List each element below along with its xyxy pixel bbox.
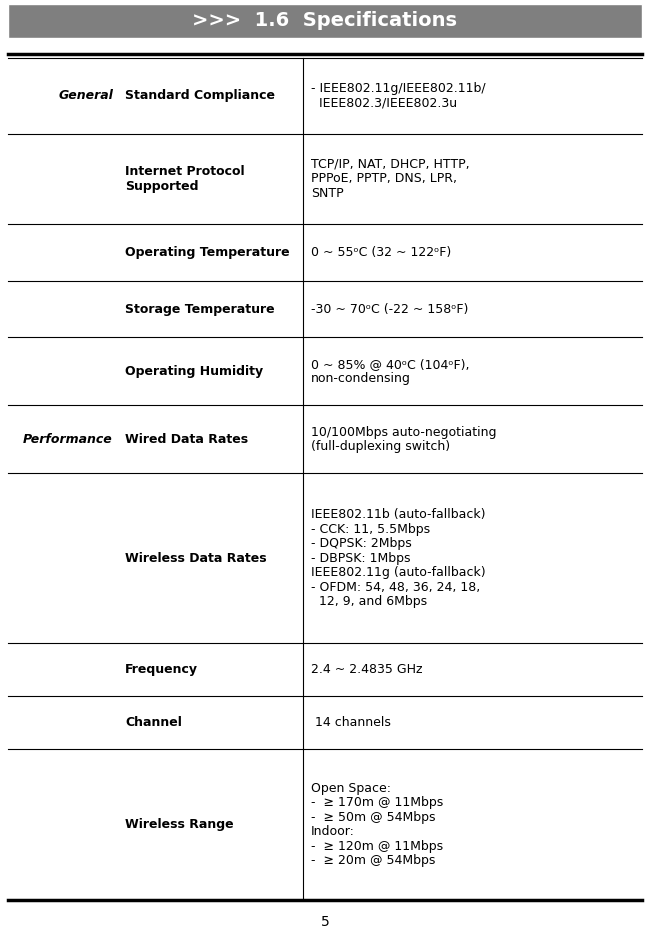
Text: Operating Temperature: Operating Temperature — [125, 246, 290, 258]
Text: Indoor:: Indoor: — [311, 825, 355, 838]
Text: General: General — [58, 89, 113, 102]
Text: -  ≥ 20m @ 54Mbps: - ≥ 20m @ 54Mbps — [311, 854, 436, 868]
Text: -  ≥ 50m @ 54Mbps: - ≥ 50m @ 54Mbps — [311, 810, 436, 823]
Text: Wireless Range: Wireless Range — [125, 818, 233, 831]
Text: Wired Data Rates: Wired Data Rates — [125, 432, 248, 446]
Text: Internet Protocol: Internet Protocol — [125, 165, 244, 178]
Text: Performance: Performance — [23, 432, 113, 446]
Text: 14 channels: 14 channels — [311, 716, 391, 729]
Text: TCP/IP, NAT, DHCP, HTTP,: TCP/IP, NAT, DHCP, HTTP, — [311, 158, 469, 171]
Text: - DBPSK: 1Mbps: - DBPSK: 1Mbps — [311, 552, 410, 565]
Text: IEEE802.3/IEEE802.3u: IEEE802.3/IEEE802.3u — [311, 97, 457, 109]
Text: Standard Compliance: Standard Compliance — [125, 89, 275, 102]
Text: (full-duplexing switch): (full-duplexing switch) — [311, 440, 450, 453]
Text: Storage Temperature: Storage Temperature — [125, 303, 274, 316]
Text: -  ≥ 120m @ 11Mbps: - ≥ 120m @ 11Mbps — [311, 839, 443, 853]
Text: Wireless Data Rates: Wireless Data Rates — [125, 552, 266, 565]
Text: Frequency: Frequency — [125, 664, 198, 676]
Text: 12, 9, and 6Mbps: 12, 9, and 6Mbps — [311, 595, 427, 608]
Text: -30 ~ 70ᵒC (-22 ~ 158ᵒF): -30 ~ 70ᵒC (-22 ~ 158ᵒF) — [311, 303, 468, 316]
Text: 5: 5 — [320, 915, 330, 929]
Bar — [8, 4, 642, 38]
Text: - DQPSK: 2Mbps: - DQPSK: 2Mbps — [311, 538, 411, 550]
Text: IEEE802.11b (auto-fallback): IEEE802.11b (auto-fallback) — [311, 509, 486, 522]
Text: Open Space:: Open Space: — [311, 782, 391, 794]
Text: Channel: Channel — [125, 716, 182, 729]
Text: SNTP: SNTP — [311, 187, 343, 200]
Text: -  ≥ 170m @ 11Mbps: - ≥ 170m @ 11Mbps — [311, 796, 443, 809]
Text: - IEEE802.11g/IEEE802.11b/: - IEEE802.11g/IEEE802.11b/ — [311, 82, 486, 95]
Text: - OFDM: 54, 48, 36, 24, 18,: - OFDM: 54, 48, 36, 24, 18, — [311, 581, 480, 594]
Text: non-condensing: non-condensing — [311, 372, 411, 385]
Text: Supported: Supported — [125, 180, 198, 193]
Text: PPPoE, PPTP, DNS, LPR,: PPPoE, PPTP, DNS, LPR, — [311, 172, 457, 185]
Text: 2.4 ~ 2.4835 GHz: 2.4 ~ 2.4835 GHz — [311, 664, 422, 676]
Text: IEEE802.11g (auto-fallback): IEEE802.11g (auto-fallback) — [311, 566, 486, 579]
Text: 0 ~ 85% @ 40ᵒC (104ᵒF),: 0 ~ 85% @ 40ᵒC (104ᵒF), — [311, 357, 469, 370]
Text: 0 ~ 55ᵒC (32 ~ 122ᵒF): 0 ~ 55ᵒC (32 ~ 122ᵒF) — [311, 246, 451, 258]
Text: >>>  1.6  Specifications: >>> 1.6 Specifications — [192, 11, 458, 30]
Text: - CCK: 11, 5.5Mbps: - CCK: 11, 5.5Mbps — [311, 523, 430, 536]
Text: 10/100Mbps auto-negotiating: 10/100Mbps auto-negotiating — [311, 426, 497, 439]
Text: Operating Humidity: Operating Humidity — [125, 365, 263, 378]
